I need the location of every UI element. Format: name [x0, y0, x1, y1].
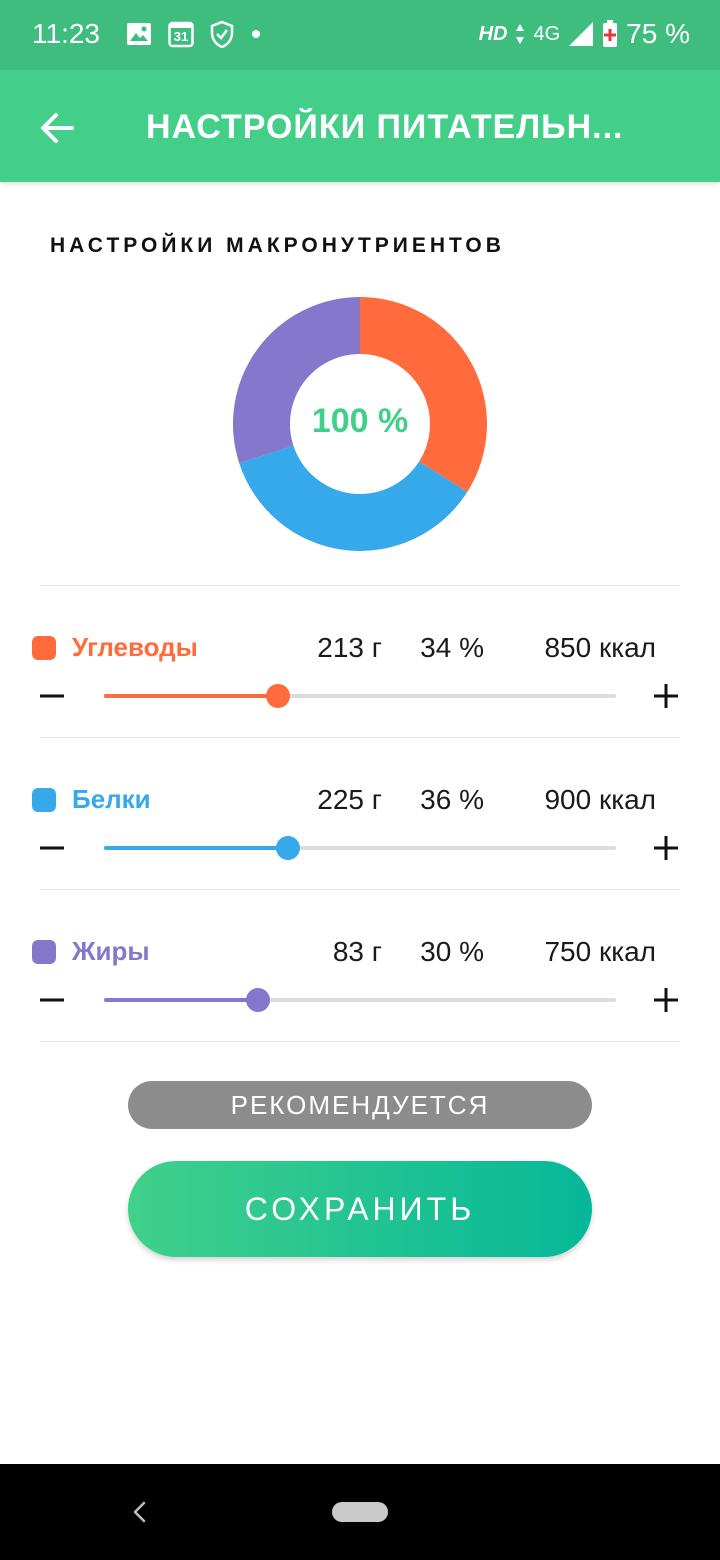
- minus-icon[interactable]: [32, 676, 72, 716]
- macro-grams: 83 г: [332, 936, 382, 967]
- macro-row-fat: Жиры 83 г 30 % 750 ккал: [0, 926, 720, 1078]
- page-title: НАСТРОЙКИ ПИТАТЕЛЬН...: [146, 108, 624, 146]
- arrow-left-icon[interactable]: [36, 106, 80, 150]
- plus-icon[interactable]: [646, 676, 686, 716]
- slider-fill: [104, 998, 258, 1002]
- macro-name: Углеводы: [72, 632, 198, 662]
- fat-color-dot: [32, 940, 56, 964]
- status-bar: 11:23 31 HD 4G: [0, 0, 720, 70]
- slider-thumb[interactable]: [276, 836, 301, 860]
- macro-slider[interactable]: [104, 684, 616, 708]
- status-right: HD 4G 75 %: [479, 18, 690, 50]
- status-time: 11:23: [32, 18, 100, 49]
- dot-icon: [252, 30, 260, 38]
- donut-slice-1: [239, 445, 468, 551]
- macro-percent: 36 %: [420, 784, 484, 815]
- calendar-icon: 31: [168, 20, 194, 48]
- macro-name: Жиры: [72, 936, 150, 966]
- slider-thumb[interactable]: [266, 684, 291, 708]
- signal-icon: [569, 22, 594, 46]
- nav-home-pill[interactable]: [332, 1502, 388, 1522]
- data-arrows-icon: [516, 24, 525, 44]
- minus-icon[interactable]: [32, 828, 72, 868]
- section-title: НАСТРОЙКИ МАКРОНУТРИЕНТОВ: [50, 234, 505, 257]
- donut-center-label: 100 %: [311, 402, 409, 440]
- hd-label: HD: [478, 22, 508, 45]
- macro-grams: 213 г: [317, 632, 382, 663]
- image-icon: [127, 23, 151, 45]
- macro-percent: 30 %: [420, 936, 484, 967]
- macro-row-protein: Белки 225 г 36 % 900 ккал: [0, 774, 720, 926]
- plus-icon[interactable]: [646, 828, 686, 868]
- slider-fill: [104, 846, 289, 850]
- slider-thumb[interactable]: [245, 988, 270, 1012]
- macro-percent: 34 %: [420, 632, 484, 663]
- macro-kcal: 900 ккал: [544, 784, 656, 815]
- macro-donut-chart: 100 %: [228, 292, 492, 556]
- divider: [40, 585, 680, 586]
- recommend-button[interactable]: РЕКОМЕНДУЕТСЯ: [128, 1081, 592, 1129]
- donut-slice-0: [360, 297, 487, 493]
- battery-icon: [603, 20, 618, 47]
- notification-icons: 31: [126, 20, 262, 48]
- slider-fill: [104, 694, 279, 698]
- calendar-day: 31: [173, 29, 189, 44]
- save-button[interactable]: СОХРАНИТЬ: [128, 1161, 592, 1257]
- protein-color-dot: [32, 788, 56, 812]
- divider: [40, 737, 680, 738]
- macro-name: Белки: [72, 784, 151, 814]
- shield-icon: [210, 20, 234, 48]
- system-nav-bar: [0, 1464, 720, 1560]
- macro-slider[interactable]: [104, 988, 616, 1012]
- carbs-color-dot: [32, 636, 56, 660]
- divider: [40, 889, 680, 890]
- macro-slider[interactable]: [104, 836, 616, 860]
- app-bar: НАСТРОЙКИ ПИТАТЕЛЬН...: [0, 70, 720, 182]
- minus-icon[interactable]: [32, 980, 72, 1020]
- nav-back-icon[interactable]: [128, 1500, 150, 1524]
- plus-icon[interactable]: [646, 980, 686, 1020]
- network-label: 4G: [533, 22, 561, 45]
- macro-kcal: 750 ккал: [544, 936, 656, 967]
- macro-kcal: 850 ккал: [544, 632, 656, 663]
- battery-level: 75 %: [626, 18, 690, 49]
- macro-row-carbs: Углеводы 213 г 34 % 850 ккал: [0, 622, 720, 774]
- macro-grams: 225 г: [317, 784, 382, 815]
- divider: [40, 1041, 680, 1042]
- donut-svg: [232, 297, 487, 551]
- donut-slice-2: [232, 297, 360, 464]
